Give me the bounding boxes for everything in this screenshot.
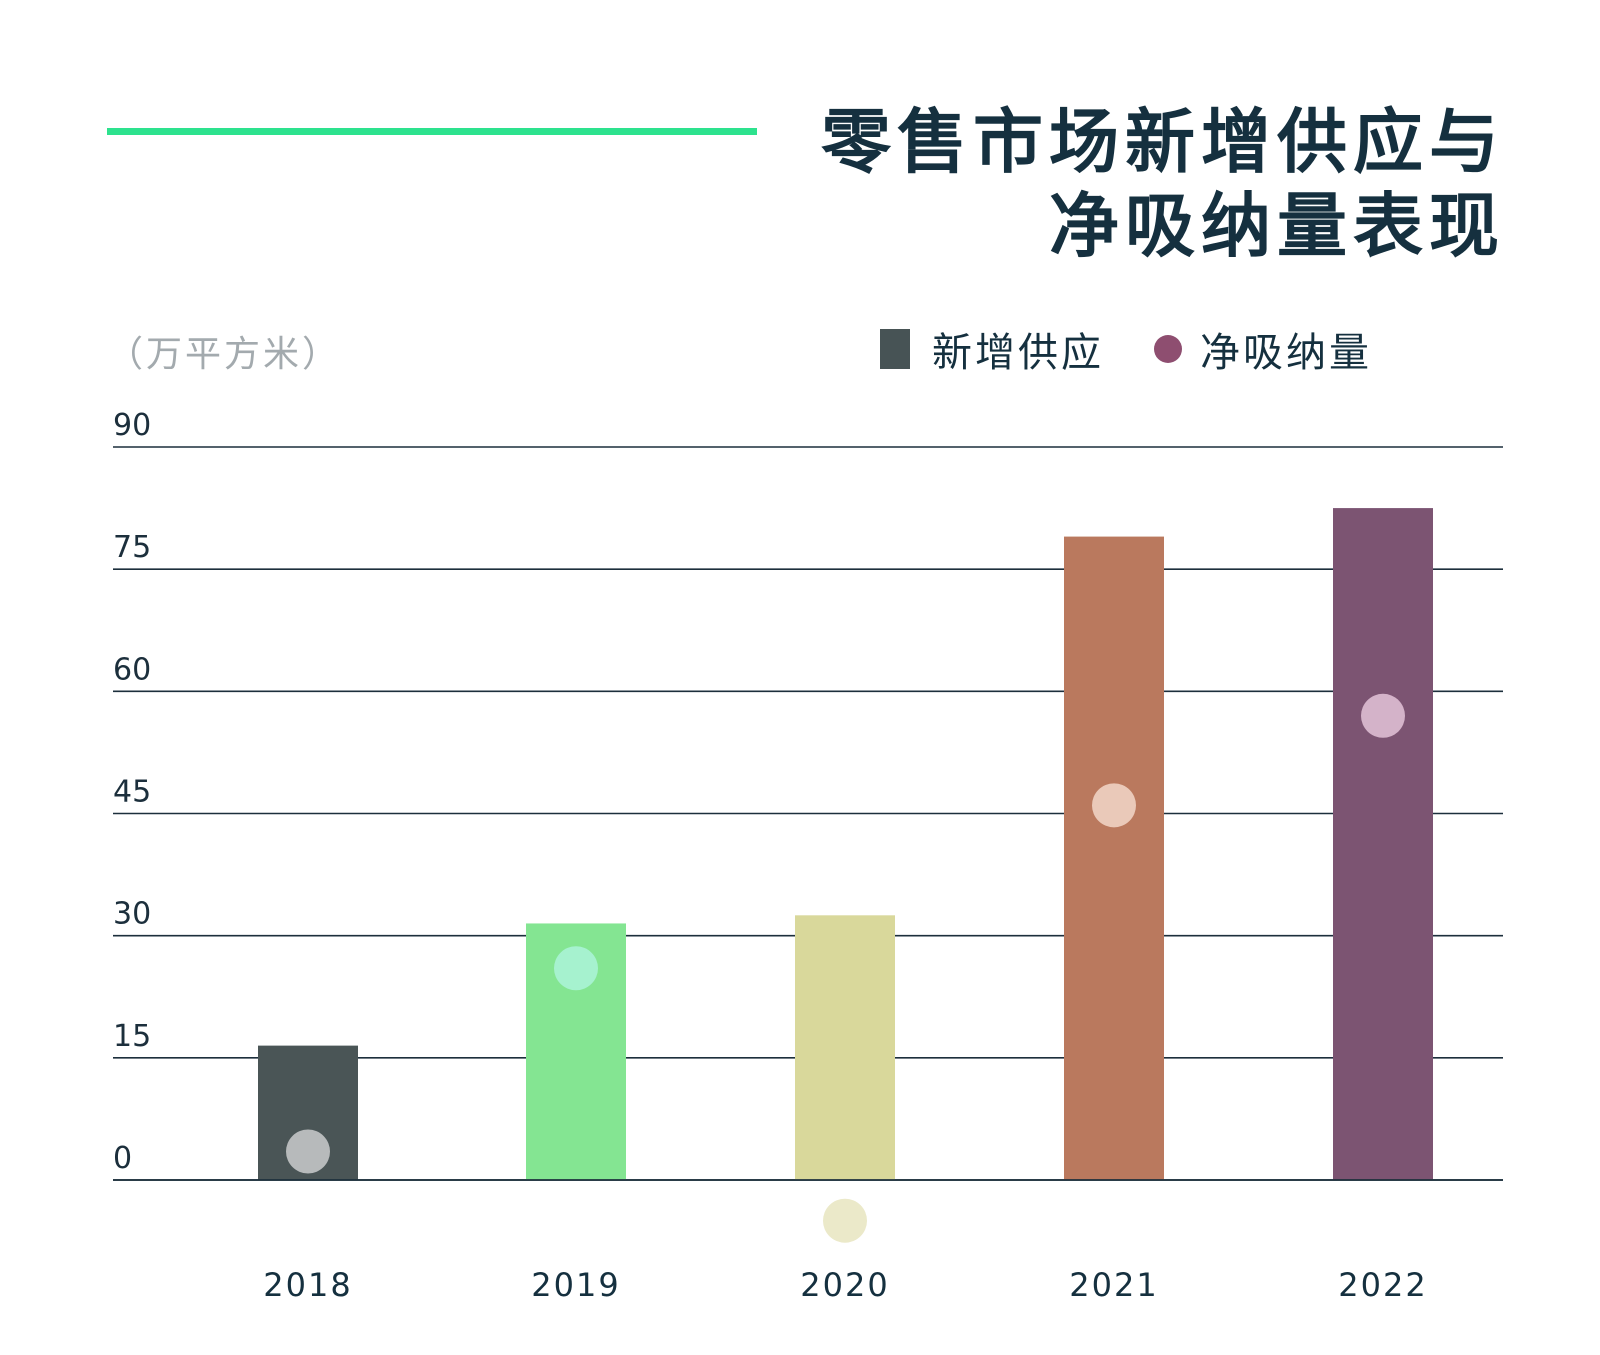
legend-label-supply: 新增供应 <box>932 330 1104 376</box>
legend-circle-icon <box>1154 335 1182 363</box>
legend-item-supply: 新增供应 <box>880 320 1104 378</box>
y-tick-label-60: 60 <box>113 652 151 687</box>
title-line-1: 零售市场新增供应与 <box>821 101 1505 183</box>
x-tick-label-2018: 2018 <box>263 1266 352 1304</box>
y-tick-label-30: 30 <box>113 897 151 932</box>
x-tick-label-2020: 2020 <box>800 1266 889 1304</box>
legend-square-icon <box>880 329 910 369</box>
legend-label-absorption: 净吸纳量 <box>1200 330 1372 376</box>
y-tick-label-90: 90 <box>113 408 151 443</box>
accent-line <box>107 128 757 135</box>
y-tick-label-45: 45 <box>113 775 151 810</box>
x-tick-label-2021: 2021 <box>1069 1266 1158 1304</box>
unit-label: （万平方米） <box>107 334 342 375</box>
bar-2022 <box>1333 508 1433 1180</box>
legend-item-absorption: 净吸纳量 <box>1154 320 1372 378</box>
dot-2020 <box>823 1198 867 1243</box>
legend: 新增供应 净吸纳量 <box>880 320 1422 378</box>
bar-2021 <box>1064 536 1164 1180</box>
bar-2020 <box>795 915 895 1180</box>
dot-2022 <box>1361 693 1405 738</box>
dot-2018 <box>286 1129 330 1174</box>
dot-2019 <box>554 946 598 991</box>
y-tick-label-75: 75 <box>113 530 151 565</box>
y-tick-label-15: 15 <box>113 1019 151 1054</box>
dot-2021 <box>1092 783 1136 828</box>
title-line-2: 净吸纳量表现 <box>1049 185 1505 267</box>
x-tick-label-2019: 2019 <box>531 1266 620 1304</box>
x-tick-label-2022: 2022 <box>1338 1266 1427 1304</box>
chart-title: 零售市场新增供应与 净吸纳量表现 <box>821 100 1505 268</box>
y-tick-label-0: 0 <box>113 1141 132 1176</box>
